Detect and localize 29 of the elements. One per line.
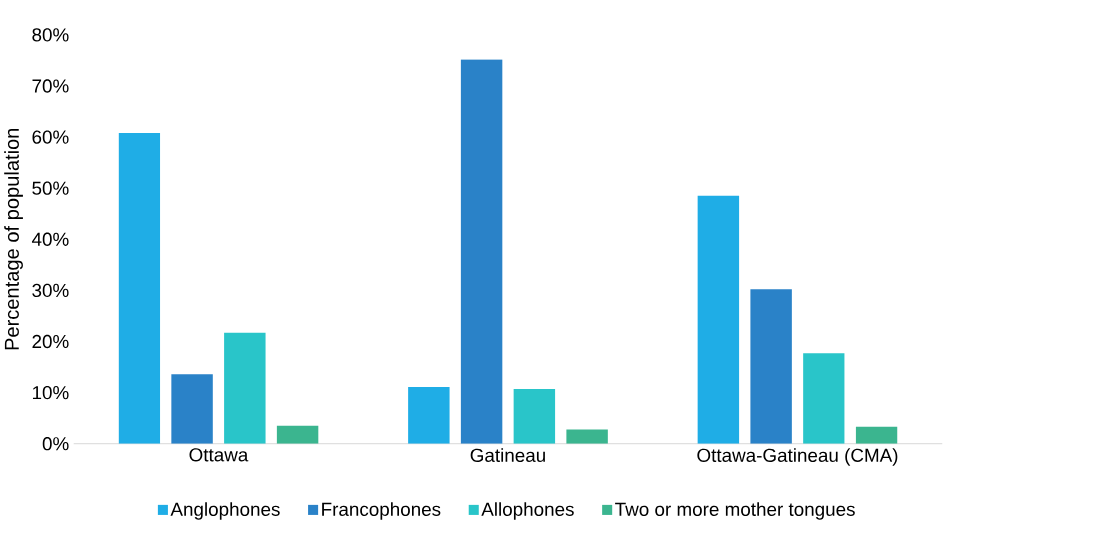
y-tick-label: 0% <box>42 437 69 451</box>
bar <box>224 332 266 444</box>
y-tick-label: 20% <box>32 334 69 349</box>
bar <box>171 374 213 444</box>
bar <box>276 425 319 444</box>
bar <box>513 389 556 444</box>
legend-label: Francophones <box>322 502 441 520</box>
y-tick-label: 50% <box>32 181 69 195</box>
bar <box>750 289 792 444</box>
bar <box>855 426 898 444</box>
x-tick-label: Gatineau <box>470 448 545 463</box>
y-tick-label: 30% <box>32 283 69 298</box>
y-tick-label: 40% <box>31 232 69 247</box>
y-tick-label: 70% <box>32 79 69 93</box>
x-tick-label: Ottawa-Gatineau (CMA) <box>697 448 898 466</box>
bar <box>566 429 608 444</box>
bar <box>460 59 503 444</box>
y-tick-label: 10% <box>32 386 69 400</box>
legend-label: Two or more mother tongues <box>615 502 855 520</box>
y-tick-label: 80% <box>32 28 69 42</box>
bar <box>118 133 161 444</box>
x-tick-label: Ottawa <box>189 448 249 462</box>
legend-label: Allophones <box>481 502 574 520</box>
bar <box>697 195 740 444</box>
y-tick-label: 60% <box>32 130 69 144</box>
legend-label: Anglophones <box>170 502 280 520</box>
bar <box>803 353 845 444</box>
y-axis-title: Percentage of population <box>4 129 23 350</box>
bar <box>408 387 450 444</box>
